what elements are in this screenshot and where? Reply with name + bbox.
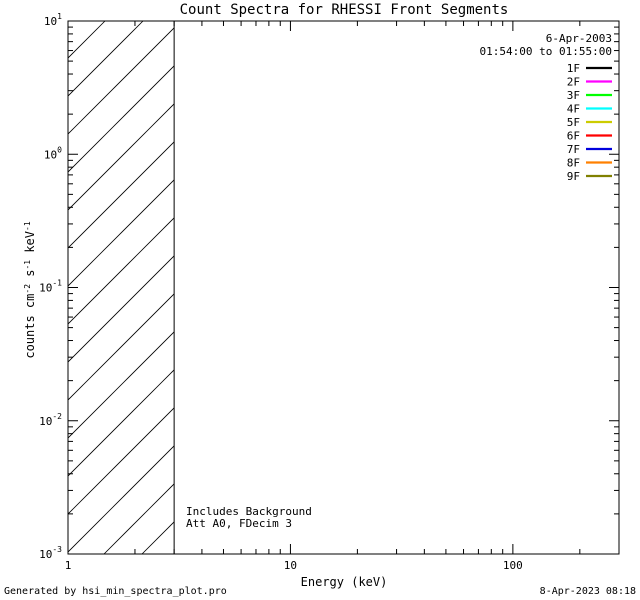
y-tick-label: 101 (44, 12, 62, 28)
attenuator-note: Att A0, FDecim 3 (186, 517, 292, 530)
legend-label-4F: 4F (567, 103, 580, 116)
hatch-line (68, 21, 106, 59)
x-axis-label: Energy (keV) (301, 575, 388, 589)
y-tick-label: 10-3 (39, 545, 62, 561)
generated-by-label: Generated by hsi_min_spectra_plot.pro (4, 586, 227, 597)
chart-title: Count Spectra for RHESSI Front Segments (180, 2, 509, 18)
y-tick-label: 10-1 (39, 279, 62, 295)
legend-label-2F: 2F (567, 76, 580, 89)
legend-label-8F: 8F (567, 157, 580, 170)
hatch-line (68, 369, 175, 477)
plot-frame (67, 20, 620, 555)
date-label: 6-Apr-2003 (546, 32, 612, 45)
legend-label-9F: 9F (567, 170, 580, 183)
time-range-label: 01:54:00 to 01:55:00 (480, 45, 612, 58)
hatch-line (0, 21, 67, 554)
x-tick-label: 100 (503, 559, 523, 572)
background-note: Includes Background (186, 505, 312, 518)
timestamp-label: 8-Apr-2023 08:18 (540, 586, 636, 597)
hatch-line (68, 65, 175, 173)
hatch-line (68, 293, 175, 401)
hatch-line (103, 483, 175, 554)
x-axis: 1 10 100 (65, 21, 620, 572)
hatch-line (141, 521, 175, 554)
x-tick-label: 1 (65, 559, 72, 572)
y-axis-label: counts cm-2 s-1 keV-1 (23, 221, 38, 358)
legend-label-6F: 6F (567, 130, 580, 143)
legend-label-7F: 7F (567, 143, 580, 156)
hatch-line (68, 407, 175, 515)
legend-label-1F: 1F (567, 62, 580, 75)
x-tick-label: 10 (284, 559, 297, 572)
y-tick-label: 100 (44, 145, 62, 161)
y-tick-label: 10-2 (39, 412, 62, 428)
legend-label-5F: 5F (567, 116, 580, 129)
legend-label-3F: 3F (567, 89, 580, 102)
hatch-line (68, 27, 175, 135)
hatch-line (68, 217, 175, 325)
y-axis: 10-3 10-2 10-1 100 101 (39, 12, 619, 561)
hatch-line (68, 103, 175, 211)
hatched-region (0, 21, 175, 554)
hatch-line (68, 445, 175, 553)
hatch-line (68, 255, 175, 363)
